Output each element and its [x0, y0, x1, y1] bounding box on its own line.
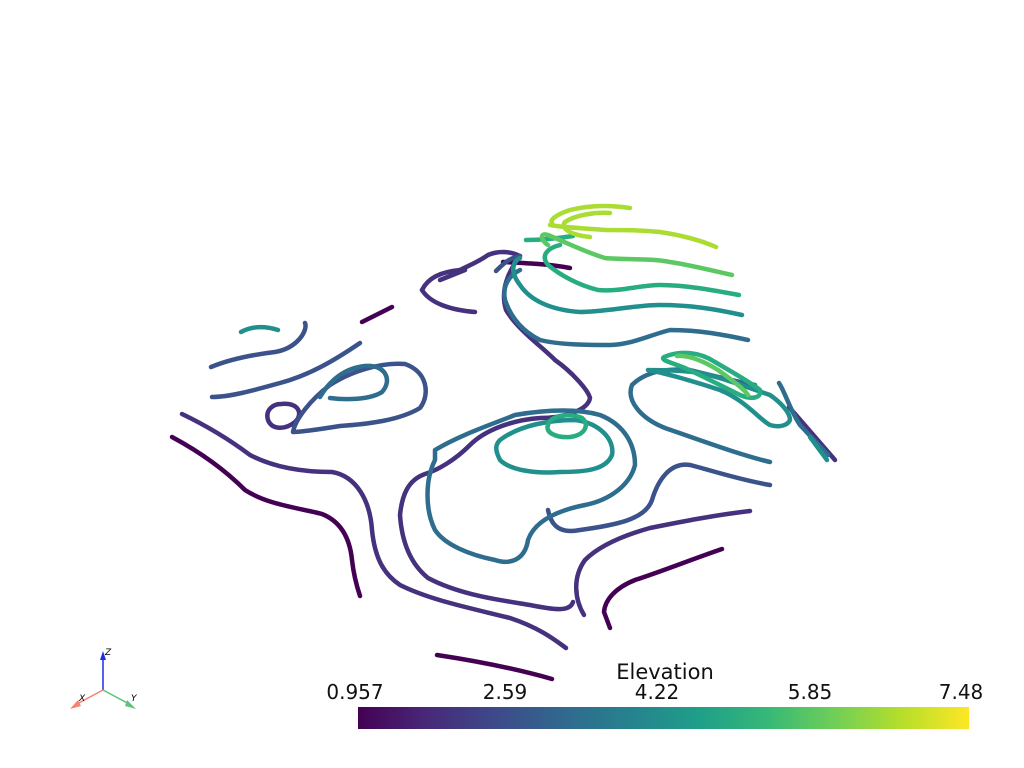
axis-z-label: Z — [104, 648, 112, 658]
contour-line — [169, 434, 363, 599]
contour-line — [601, 546, 725, 631]
axis-y-label: Y — [131, 694, 138, 704]
contour-line — [776, 380, 831, 458]
scalar-bar-title: Elevation — [616, 660, 714, 684]
contour-line — [425, 408, 638, 565]
contour-line — [545, 413, 588, 440]
contour-line — [434, 652, 555, 682]
scalar-bar-tick: 5.85 — [787, 680, 833, 704]
contour-line — [419, 287, 478, 315]
scalar-bar-tick: 7.48 — [938, 680, 984, 704]
contour-line — [645, 367, 793, 429]
contour-line — [502, 267, 751, 348]
contour-line — [437, 267, 468, 283]
scalar-bar-tick: 4.22 — [634, 680, 680, 704]
contour-line — [397, 249, 593, 612]
contour-line — [179, 411, 569, 651]
contour-line — [208, 320, 308, 370]
contour-line — [209, 340, 363, 400]
contour-line — [238, 325, 281, 335]
contour-line — [265, 401, 302, 430]
contour-line — [545, 462, 773, 534]
contour-line — [574, 508, 753, 618]
contour-line — [542, 242, 742, 298]
contour-line — [317, 363, 390, 402]
contour-line — [523, 233, 576, 243]
contour-line — [494, 417, 615, 475]
scalar-bar-tick: 0.957 — [326, 680, 384, 704]
contour-line — [807, 434, 830, 463]
contour-line — [549, 203, 633, 226]
contour-line — [660, 350, 763, 400]
contour-line — [547, 222, 719, 250]
contour-line — [539, 232, 735, 278]
contour-line — [511, 255, 745, 318]
axis-x-label: X — [78, 694, 86, 704]
scalar-bar-tick: 2.59 — [482, 680, 528, 704]
scalar-bar-gradient — [358, 707, 969, 729]
contour-line — [561, 210, 613, 240]
contour-line — [674, 353, 751, 398]
orientation-axes: Z X Y — [70, 648, 138, 709]
contour-line — [493, 253, 523, 274]
contour-lines — [169, 203, 838, 682]
contour-line — [359, 304, 395, 325]
